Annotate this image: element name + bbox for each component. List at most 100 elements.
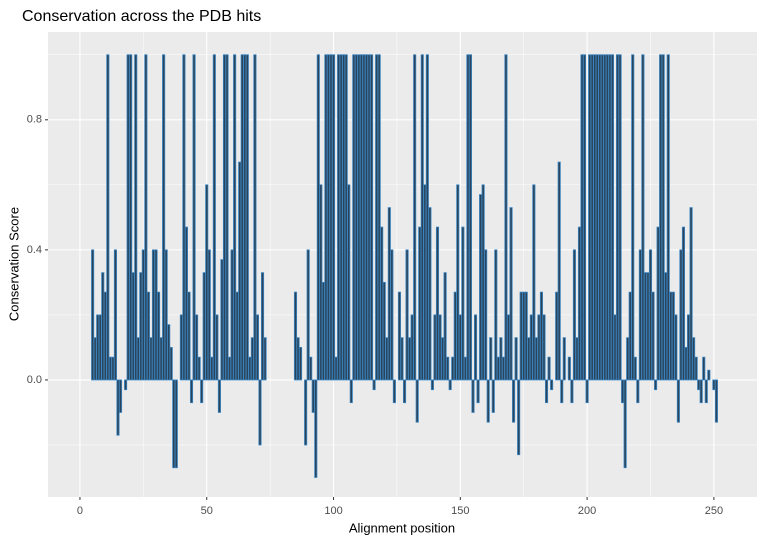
- bar: [641, 54, 645, 381]
- bar: [529, 314, 533, 381]
- bar: [555, 291, 559, 381]
- x-axis-label: Alignment position: [349, 520, 455, 535]
- bar: [159, 337, 163, 381]
- bar: [428, 207, 432, 381]
- bar: [550, 379, 554, 391]
- bar: [456, 184, 460, 381]
- bar: [134, 54, 138, 381]
- bar: [164, 249, 168, 381]
- bar: [448, 379, 452, 391]
- bar: [314, 379, 318, 478]
- bar: [324, 54, 328, 381]
- bar: [501, 356, 505, 381]
- bar: [438, 314, 442, 381]
- bar: [382, 281, 386, 381]
- bar: [377, 54, 381, 381]
- bar: [446, 356, 450, 381]
- bar: [661, 54, 665, 381]
- bar: [162, 54, 166, 381]
- bar: [126, 54, 130, 381]
- bar: [674, 314, 678, 381]
- bar: [174, 379, 178, 469]
- x-tick-label: 150: [451, 505, 469, 517]
- bar: [532, 184, 536, 381]
- bar: [405, 249, 409, 381]
- bar: [362, 54, 366, 381]
- bar: [260, 272, 265, 381]
- bar: [93, 337, 97, 381]
- y-tick-label: 0.8: [27, 114, 42, 126]
- bar: [692, 337, 696, 381]
- bar: [481, 184, 485, 381]
- bar: [101, 272, 105, 381]
- bar: [686, 314, 691, 381]
- bar: [141, 249, 145, 381]
- bar: [514, 337, 518, 381]
- bar: [539, 291, 544, 381]
- x-tick-label: 200: [578, 505, 596, 517]
- bar: [402, 379, 407, 404]
- bar: [253, 54, 257, 381]
- bar: [610, 54, 615, 381]
- bar: [296, 337, 300, 381]
- bar: [651, 291, 655, 381]
- bar: [144, 54, 148, 381]
- bar: [207, 249, 211, 381]
- bar: [542, 314, 546, 381]
- bar: [359, 54, 363, 381]
- bar: [628, 291, 632, 381]
- bar: [654, 379, 658, 391]
- bar: [364, 54, 369, 381]
- bar: [605, 54, 609, 381]
- bar: [714, 379, 718, 423]
- bar: [423, 184, 427, 381]
- bar: [146, 291, 150, 381]
- bar: [471, 379, 475, 413]
- bar: [172, 379, 176, 469]
- bar: [684, 347, 688, 381]
- bar: [694, 356, 698, 381]
- bar: [588, 54, 592, 381]
- bar: [380, 226, 384, 381]
- bar: [169, 347, 173, 381]
- x-tick-label: 0: [77, 505, 83, 517]
- bar: [577, 226, 582, 381]
- bar: [228, 356, 232, 381]
- bar: [441, 337, 445, 381]
- bar: [669, 291, 673, 381]
- bar: [509, 207, 513, 381]
- bar: [486, 379, 490, 423]
- bar: [618, 54, 622, 381]
- bar: [243, 54, 247, 381]
- bar: [621, 379, 625, 404]
- bar: [557, 161, 561, 381]
- bar: [337, 54, 341, 381]
- bar: [522, 291, 526, 381]
- bar: [200, 379, 204, 404]
- bar: [342, 54, 346, 381]
- bar: [225, 54, 229, 381]
- bar: [210, 356, 214, 381]
- bar: [329, 54, 333, 381]
- bar: [443, 272, 447, 381]
- bar: [124, 379, 128, 391]
- bar: [415, 379, 419, 423]
- bar: [235, 291, 239, 381]
- bar: [387, 207, 391, 381]
- bar: [316, 54, 320, 381]
- bar: [304, 379, 308, 446]
- bar: [527, 337, 531, 381]
- bar: [255, 314, 259, 381]
- chart-title: Conservation across the PDB hits: [22, 8, 261, 25]
- bar: [118, 379, 123, 413]
- bar: [666, 54, 670, 381]
- bar: [212, 54, 216, 381]
- bar: [648, 249, 653, 381]
- bar: [139, 272, 143, 381]
- bar: [397, 291, 401, 381]
- bar: [656, 226, 660, 381]
- bar: [293, 291, 298, 381]
- bar: [418, 226, 422, 381]
- bar: [712, 379, 716, 391]
